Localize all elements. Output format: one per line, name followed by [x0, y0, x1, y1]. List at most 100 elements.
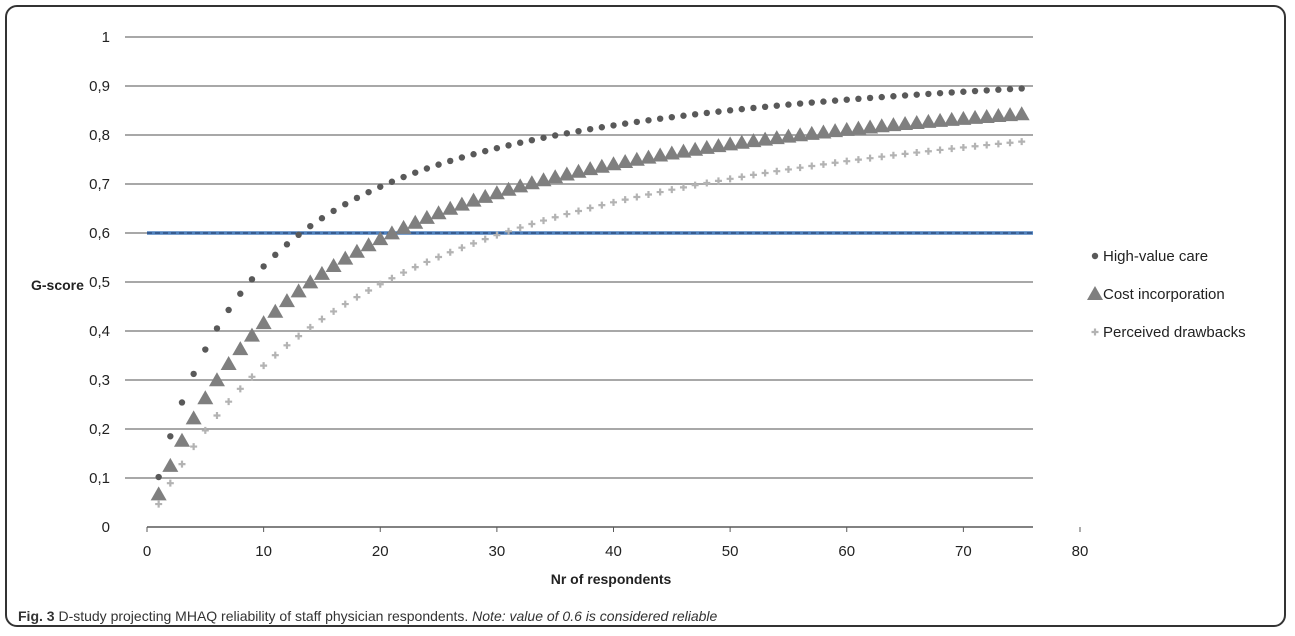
data-point [726, 107, 734, 114]
data-point [412, 169, 419, 176]
y-tick-labels: 0 0,1 0,2 0,3 0,4 0,5 0,6 0,7 0,8 0,9 1 [89, 29, 110, 536]
data-point [978, 108, 995, 123]
data-point [558, 166, 575, 181]
data-point [528, 220, 536, 228]
data-point [815, 124, 832, 139]
data-point [960, 88, 967, 95]
data-point [750, 104, 757, 112]
data-point [913, 149, 921, 157]
data-point [365, 188, 372, 196]
data-point [936, 146, 944, 154]
data-point [575, 127, 582, 135]
x-tick-label: 10 [255, 543, 272, 560]
data-point [633, 118, 641, 126]
legend: High-value care Cost incorporation Perceiv… [1087, 248, 1246, 341]
data-point [967, 109, 984, 124]
data-point [621, 120, 629, 127]
data-point [843, 157, 851, 165]
data-point [994, 140, 1002, 148]
data-point [400, 173, 407, 181]
data-point [924, 147, 932, 155]
y-axis-title: G-score [31, 277, 84, 293]
data-point [353, 194, 361, 202]
data-point [668, 113, 676, 121]
x-tick-label: 0 [143, 543, 151, 560]
data-point [610, 122, 617, 129]
data-point [306, 323, 314, 331]
data-point [703, 109, 710, 117]
data-point [889, 151, 897, 159]
data-point [283, 341, 291, 349]
data-point [1006, 85, 1014, 93]
data-point [388, 274, 396, 282]
data-point [248, 276, 256, 283]
data-point [202, 346, 209, 353]
data-point [936, 89, 944, 97]
data-point [470, 151, 477, 158]
data-point [430, 205, 447, 220]
x-tick-label: 30 [489, 543, 506, 560]
x-tick-label: 50 [722, 543, 739, 560]
data-point [488, 185, 505, 200]
data-point [197, 390, 214, 405]
y-tick-label: 1 [102, 29, 110, 46]
data-point [598, 124, 606, 131]
data-point [598, 201, 606, 209]
data-point [260, 362, 268, 370]
data-point [838, 121, 855, 136]
data-point [220, 355, 237, 370]
data-point [932, 112, 949, 127]
data-point [342, 200, 349, 208]
legend-marker [1091, 252, 1099, 260]
data-point [901, 92, 909, 99]
series-cost-incorporation [150, 106, 1030, 501]
legend-label: Perceived drawbacks [1103, 324, 1246, 341]
data-point [971, 87, 979, 95]
data-point [990, 108, 1007, 123]
data-point [372, 231, 389, 246]
data-point [691, 111, 699, 118]
data-point [395, 219, 412, 234]
data-point [943, 111, 960, 126]
data-point [155, 500, 163, 508]
data-point [645, 117, 652, 124]
data-point [784, 165, 792, 173]
data-point [773, 167, 781, 175]
data-point [423, 165, 431, 172]
data-point [360, 237, 377, 252]
data-point [680, 112, 687, 119]
data-point [255, 315, 272, 330]
data-point [418, 209, 435, 224]
data-point [808, 162, 816, 170]
data-point [679, 183, 687, 191]
data-point [757, 131, 774, 146]
data-point [330, 207, 337, 215]
data-point [435, 161, 442, 168]
data-point [878, 93, 885, 101]
data-point [330, 307, 338, 315]
data-point [913, 91, 920, 98]
data-point [465, 192, 482, 207]
x-tick-labels: 0 10 20 30 40 50 60 70 80 [143, 543, 1089, 560]
data-point [843, 96, 850, 103]
data-point [201, 426, 209, 434]
data-point [668, 186, 676, 194]
data-point [243, 327, 260, 342]
data-point [225, 398, 233, 406]
data-point [302, 274, 319, 289]
data-point [715, 108, 722, 115]
data-point [505, 142, 512, 149]
data-point [236, 385, 244, 393]
data-point [738, 173, 746, 181]
data-point [313, 265, 330, 280]
y-tick-label: 0 [102, 519, 110, 536]
figure-label: Fig. 3 [18, 608, 55, 624]
data-point [983, 87, 990, 94]
data-point [512, 178, 529, 193]
data-point [827, 123, 844, 138]
data-point [388, 178, 396, 185]
data-point [582, 161, 599, 176]
data-point [208, 372, 225, 387]
data-point [593, 158, 610, 173]
data-point [442, 200, 459, 215]
